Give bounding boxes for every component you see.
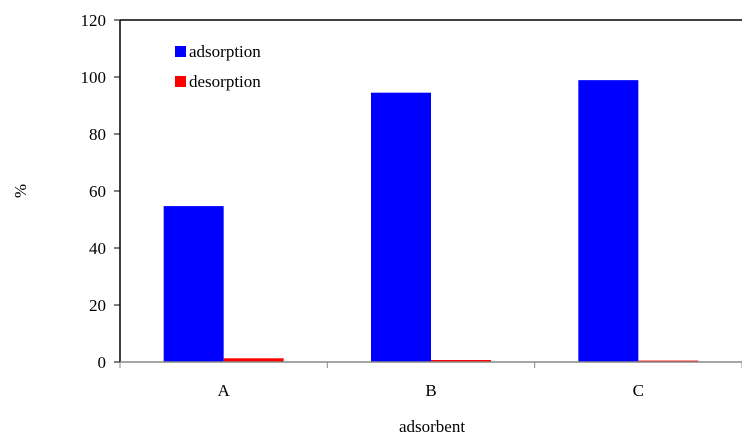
bars <box>163 80 699 363</box>
y-tick-label: 0 <box>98 353 107 372</box>
adsorption-legend-swatch <box>175 46 186 57</box>
x-tick-label: B <box>425 381 436 400</box>
x-tick-label: C <box>633 381 644 400</box>
x-tick-label: A <box>218 381 231 400</box>
desorption-bar-A <box>223 358 284 362</box>
desorption-bar-B <box>431 360 491 362</box>
x-axis-ticks: A B C <box>119 362 742 400</box>
adsorption-bar-A <box>163 206 224 362</box>
adsorption-bar-B <box>371 92 431 363</box>
y-axis-title: % <box>11 184 30 198</box>
y-tick-label: 100 <box>81 68 107 87</box>
y-tick-label: 20 <box>89 296 106 315</box>
x-axis-title: adsorbent <box>399 417 465 436</box>
axes <box>119 19 742 363</box>
y-tick-label: 60 <box>89 182 106 201</box>
adsorption-bar-C <box>578 80 639 362</box>
desorption-legend-label: desorption <box>189 72 261 91</box>
adsorption-legend-label: adsorption <box>189 42 261 61</box>
desorption-legend-swatch <box>175 76 186 87</box>
legend: adsorption desorption <box>175 42 261 91</box>
y-tick-label: 80 <box>89 125 106 144</box>
y-tick-label: 120 <box>81 11 107 30</box>
y-tick-label: 40 <box>89 239 106 258</box>
y-axis-ticks: 0 20 40 60 80 100 120 <box>81 11 120 372</box>
